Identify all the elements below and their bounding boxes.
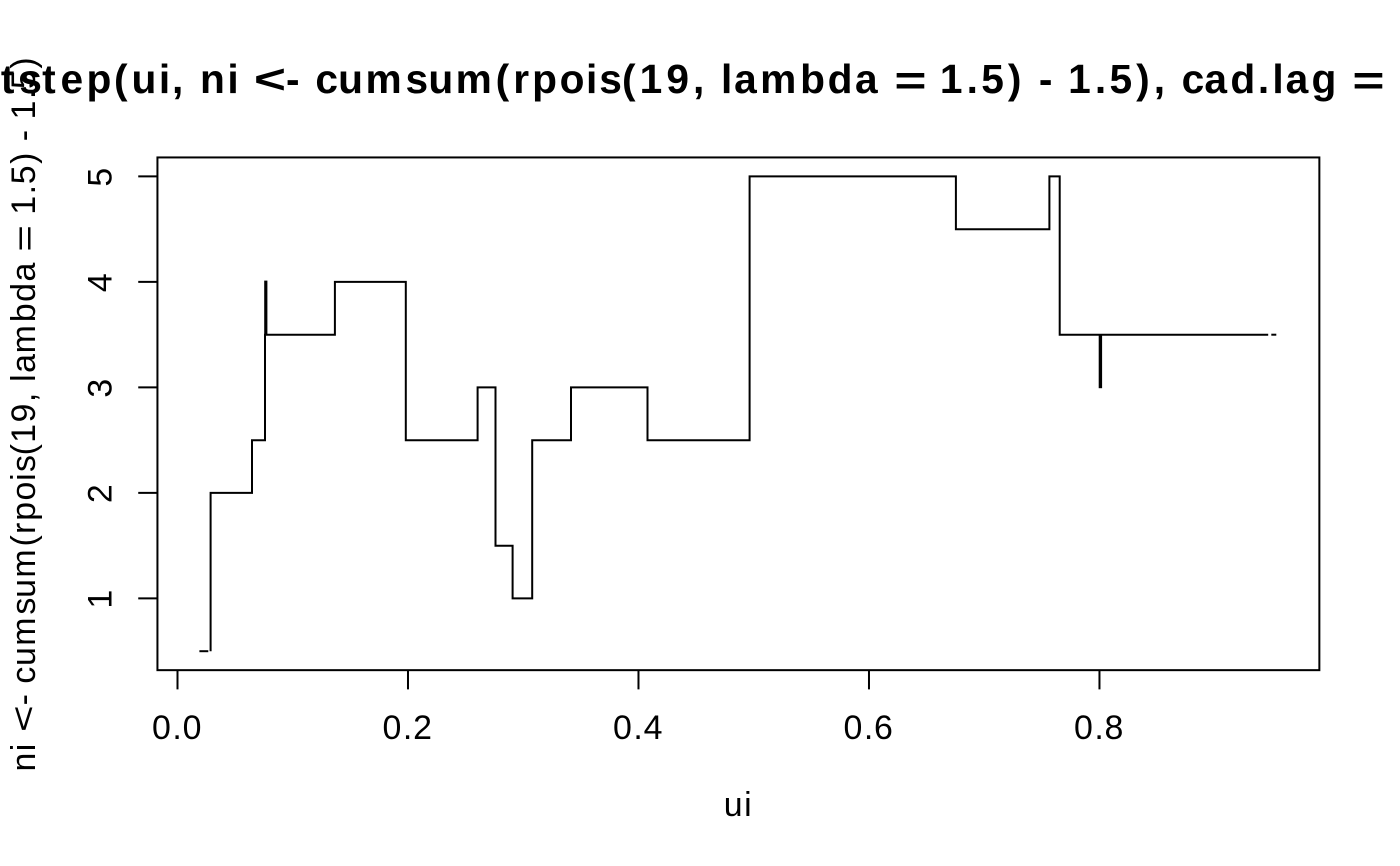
svg-text:lambda: lambda — [5, 263, 43, 382]
svg-text:-: - — [1039, 56, 1053, 102]
svg-text:cumsum(rpois(19,: cumsum(rpois(19, — [5, 393, 43, 684]
svg-text:0.6: 0.6 — [844, 709, 893, 747]
svg-text:0.4: 0.4 — [613, 709, 662, 747]
svg-text:ni: ni — [200, 56, 239, 102]
svg-text:0.8: 0.8 — [1074, 709, 1123, 747]
svg-text:<: < — [5, 705, 43, 732]
svg-text:lambda: lambda — [721, 56, 878, 102]
svg-text:5: 5 — [82, 168, 120, 187]
svg-text:1.5): 1.5) — [5, 153, 43, 215]
svg-text:1.5),: 1.5), — [1068, 56, 1165, 102]
svg-text:1.5): 1.5) — [5, 57, 43, 119]
svg-text:=: = — [6, 225, 44, 252]
svg-text:tstep(ui,: tstep(ui, — [1, 56, 183, 102]
svg-text:1: 1 — [82, 590, 120, 609]
svg-text:3: 3 — [82, 379, 120, 398]
svg-text:=: = — [894, 58, 926, 104]
svg-text:=: = — [1352, 58, 1384, 104]
svg-text:-: - — [5, 694, 43, 705]
svg-text:-: - — [286, 56, 300, 102]
svg-text:<: < — [254, 56, 286, 102]
svg-text:4: 4 — [82, 273, 120, 292]
svg-text:0.0: 0.0 — [152, 709, 201, 747]
svg-text:ni: ni — [5, 744, 43, 772]
svg-text:cad.lag: cad.lag — [1182, 56, 1337, 102]
svg-text:0.2: 0.2 — [383, 709, 432, 747]
svg-text:ui: ui — [724, 786, 752, 824]
svg-text:1.5): 1.5) — [940, 56, 1022, 102]
svg-text:-: - — [5, 130, 43, 141]
svg-text:2: 2 — [82, 484, 120, 503]
